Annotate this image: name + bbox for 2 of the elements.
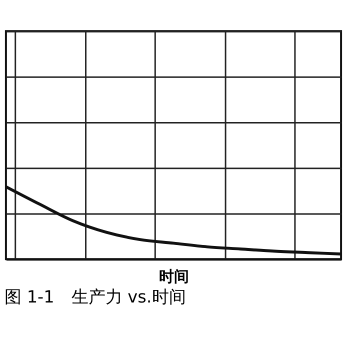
x-axis-title: 时间 (158, 267, 189, 286)
caption: 图 1-1 生产力 vs.时间 (4, 286, 186, 307)
